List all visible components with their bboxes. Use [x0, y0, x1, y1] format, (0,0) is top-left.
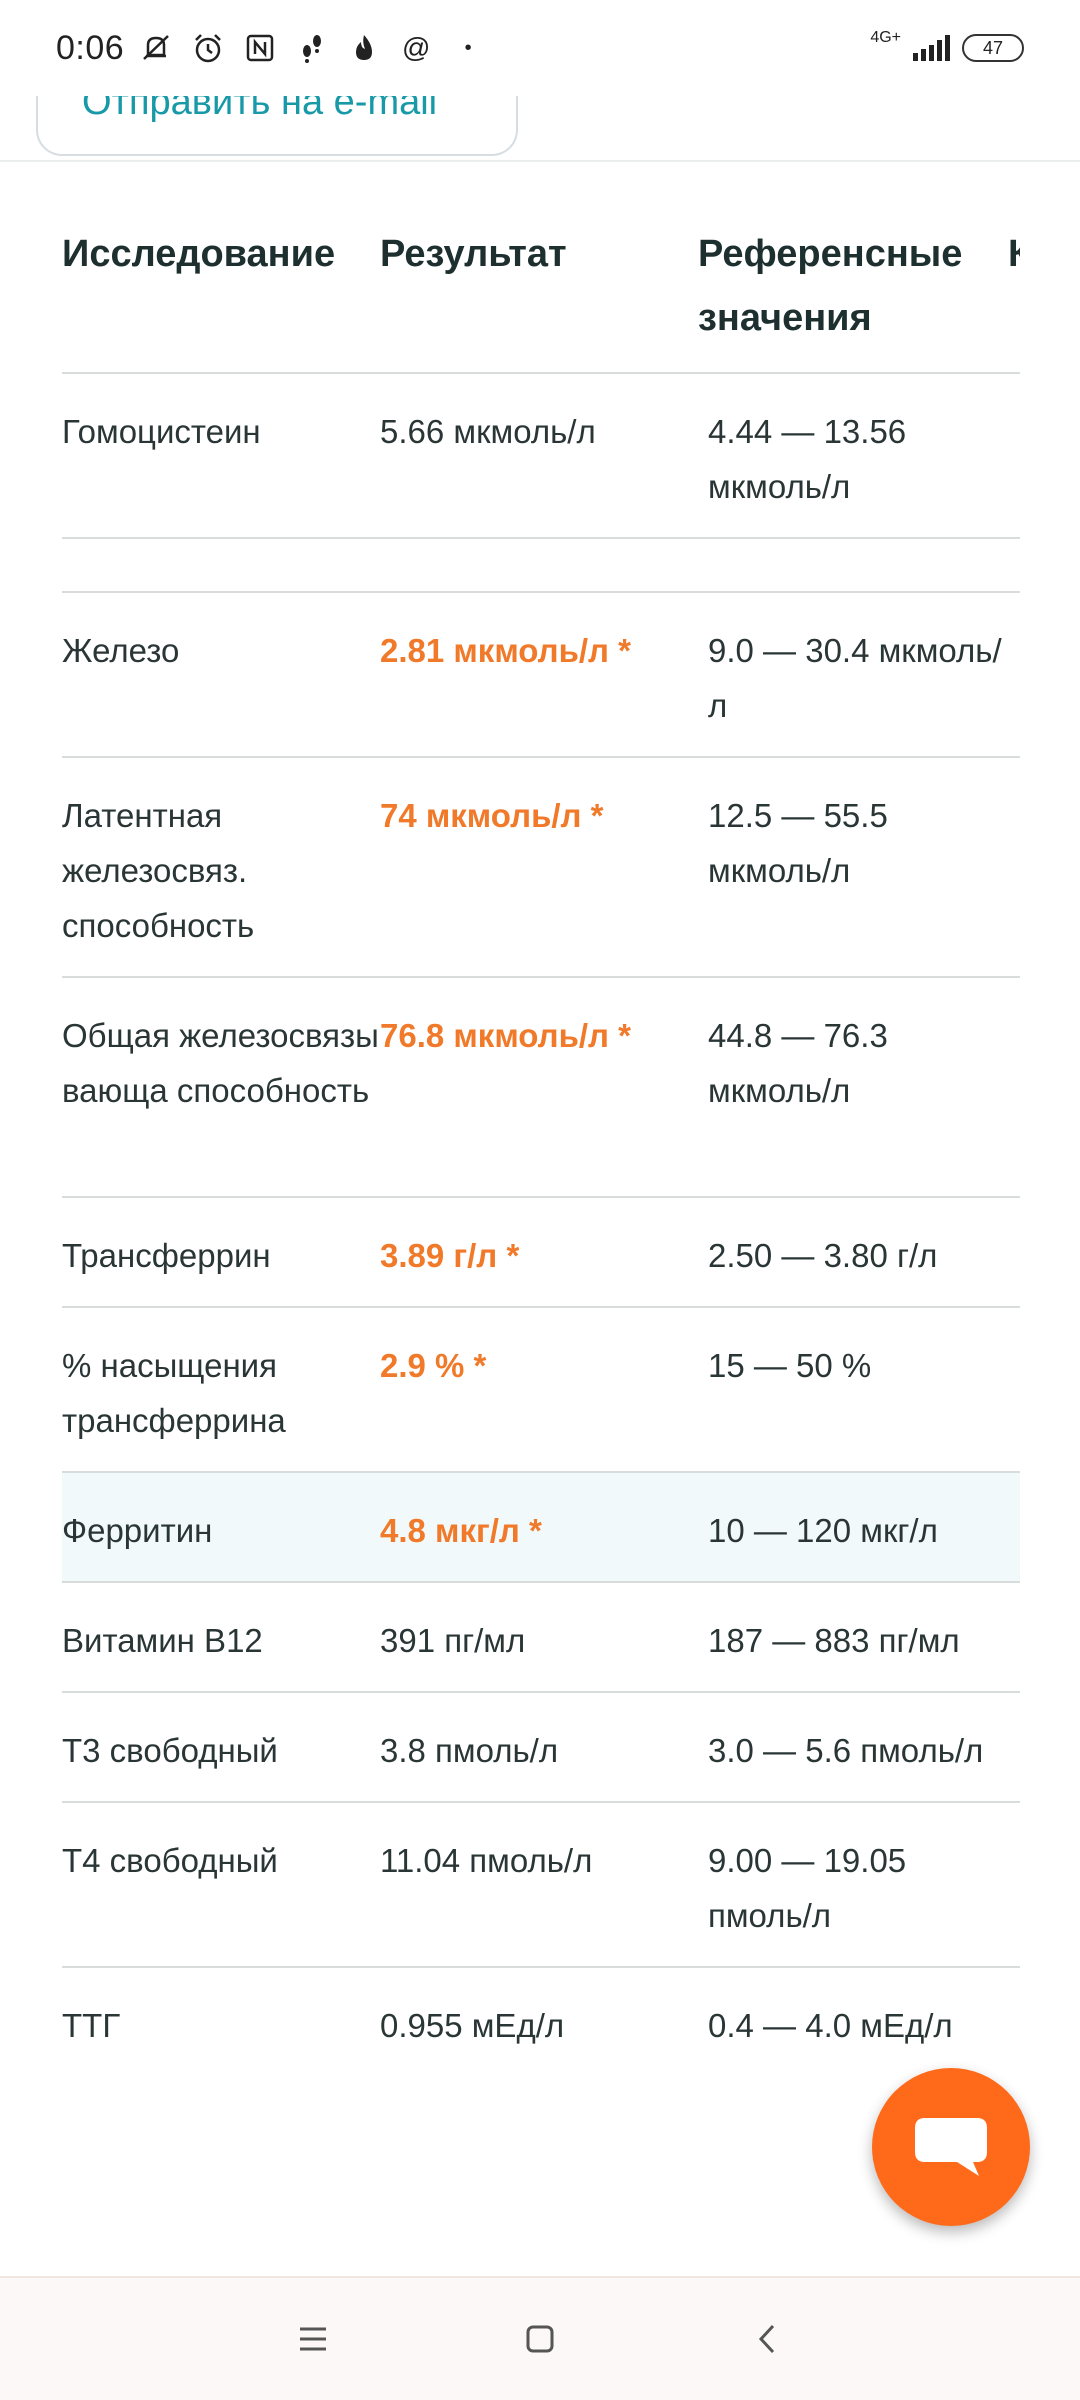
signal-icon	[913, 35, 950, 61]
back-button[interactable]	[737, 2309, 797, 2369]
status-bar: 0:06 @ • 4G+ 47	[0, 0, 1080, 96]
table-row[interactable]: Витамин В12 391 пг/мл 187 — 883 пг/мл	[62, 1583, 1020, 1693]
table-row-highlighted[interactable]: Ферритин 4.8 мкг/л * 10 — 120 мкг/л	[62, 1473, 1020, 1583]
test-result: 3.8 пмоль/л	[380, 1732, 559, 1769]
header-result: Результат	[380, 233, 567, 275]
test-reference: 9.0 — 30.4 мкмоль/л	[708, 632, 1002, 724]
test-reference: 187 — 883 пг/мл	[708, 1622, 960, 1659]
mute-icon	[138, 30, 174, 66]
table-row[interactable]: Общая железосвязывающа способность 76.8 …	[62, 978, 1020, 1198]
test-name: Железо	[62, 632, 180, 669]
table-row[interactable]: % насыщения трансферрина 2.9 % * 15 — 50…	[62, 1308, 1020, 1473]
test-result: 4.8 мкг/л *	[380, 1512, 542, 1549]
flame-icon	[346, 30, 382, 66]
table-row[interactable]: Гомоцистеин 5.66 мкмоль/л 4.44 — 13.56 м…	[62, 374, 1020, 539]
test-name: ТТГ	[62, 2007, 121, 2044]
status-icons: @ •	[138, 30, 486, 66]
test-result: 2.9 % *	[380, 1347, 487, 1384]
test-result: 3.89 г/л *	[380, 1237, 520, 1274]
test-reference: 4.44 — 13.56 мкмоль/л	[708, 413, 907, 505]
results-table: Исследование Результат Референсные значе…	[62, 190, 1020, 2078]
test-name: Т4 свободный	[62, 1842, 278, 1879]
steps-icon	[294, 30, 330, 66]
test-reference: 3.0 — 5.6 пмоль/л	[708, 1732, 984, 1769]
home-button[interactable]	[510, 2309, 570, 2369]
test-name: Латентная железосвяз. способность	[62, 797, 255, 944]
dot-icon: •	[464, 36, 472, 59]
table-row[interactable]: Т3 свободный 3.8 пмоль/л 3.0 — 5.6 пмоль…	[62, 1693, 1020, 1803]
header-next: К	[1008, 233, 1020, 275]
header-reference: Референсные значения	[698, 233, 963, 339]
divider	[0, 160, 1080, 162]
table-row[interactable]: Железо 2.81 мкмоль/л * 9.0 — 30.4 мкмоль…	[62, 593, 1020, 758]
nfc-icon	[242, 30, 278, 66]
test-reference: 9.00 — 19.05 пмоль/л	[708, 1842, 907, 1934]
back-chevron-icon	[758, 2324, 774, 2354]
test-result: 76.8 мкмоль/л *	[380, 1017, 632, 1054]
at-icon: @	[401, 32, 431, 63]
header-test: Исследование	[62, 233, 336, 275]
test-name: Витамин В12	[62, 1622, 263, 1659]
test-result: 74 мкмоль/л *	[380, 797, 604, 834]
menu-button[interactable]	[283, 2309, 343, 2369]
home-square-icon	[526, 2325, 554, 2353]
table-row[interactable]: Т4 свободный 11.04 пмоль/л 9.00 — 19.05 …	[62, 1803, 1020, 1968]
test-result: 0.955 мЕд/л	[380, 2007, 565, 2044]
test-result: 2.81 мкмоль/л *	[380, 632, 632, 669]
test-name: Трансферрин	[62, 1237, 271, 1274]
test-name: % насыщения трансферрина	[62, 1347, 286, 1439]
table-row[interactable]: ТТГ 0.955 мЕд/л 0.4 — 4.0 мЕд/л	[62, 1968, 1020, 2078]
test-reference: 0.4 — 4.0 мЕд/л	[708, 2007, 953, 2044]
test-name: Гомоцистеин	[62, 413, 261, 450]
battery-icon: 47	[962, 34, 1024, 62]
test-result: 5.66 мкмоль/л	[380, 413, 596, 450]
test-result: 391 пг/мл	[380, 1622, 526, 1659]
status-time: 0:06	[56, 28, 125, 67]
test-reference: 44.8 — 76.3 мкмоль/л	[708, 1017, 888, 1109]
test-reference: 2.50 — 3.80 г/л	[708, 1237, 938, 1274]
test-reference: 15 — 50 %	[708, 1347, 872, 1384]
chat-bubble-icon	[915, 2118, 987, 2176]
chat-button[interactable]	[872, 2068, 1030, 2226]
table-row[interactable]: Трансферрин 3.89 г/л * 2.50 — 3.80 г/л	[62, 1198, 1020, 1308]
table-spacer	[62, 539, 1020, 593]
system-nav-bar	[0, 2276, 1080, 2400]
test-reference: 10 — 120 мкг/л	[708, 1512, 938, 1549]
network-type: 4G+	[870, 29, 901, 46]
test-name: Ферритин	[62, 1512, 213, 1549]
test-reference: 12.5 — 55.5 мкмоль/л	[708, 797, 888, 889]
menu-icon	[300, 2327, 327, 2351]
status-right: 4G+ 47	[870, 29, 1024, 62]
battery-level: 47	[982, 37, 1004, 58]
test-result: 11.04 пмоль/л	[380, 1842, 593, 1879]
test-name: Общая железосвязывающа способность	[62, 1017, 379, 1109]
test-name: Т3 свободный	[62, 1732, 278, 1769]
table-row[interactable]: Латентная железосвяз. способность 74 мкм…	[62, 758, 1020, 978]
alarm-icon	[190, 30, 226, 66]
table-header: Исследование Результат Референсные значе…	[62, 190, 1020, 374]
